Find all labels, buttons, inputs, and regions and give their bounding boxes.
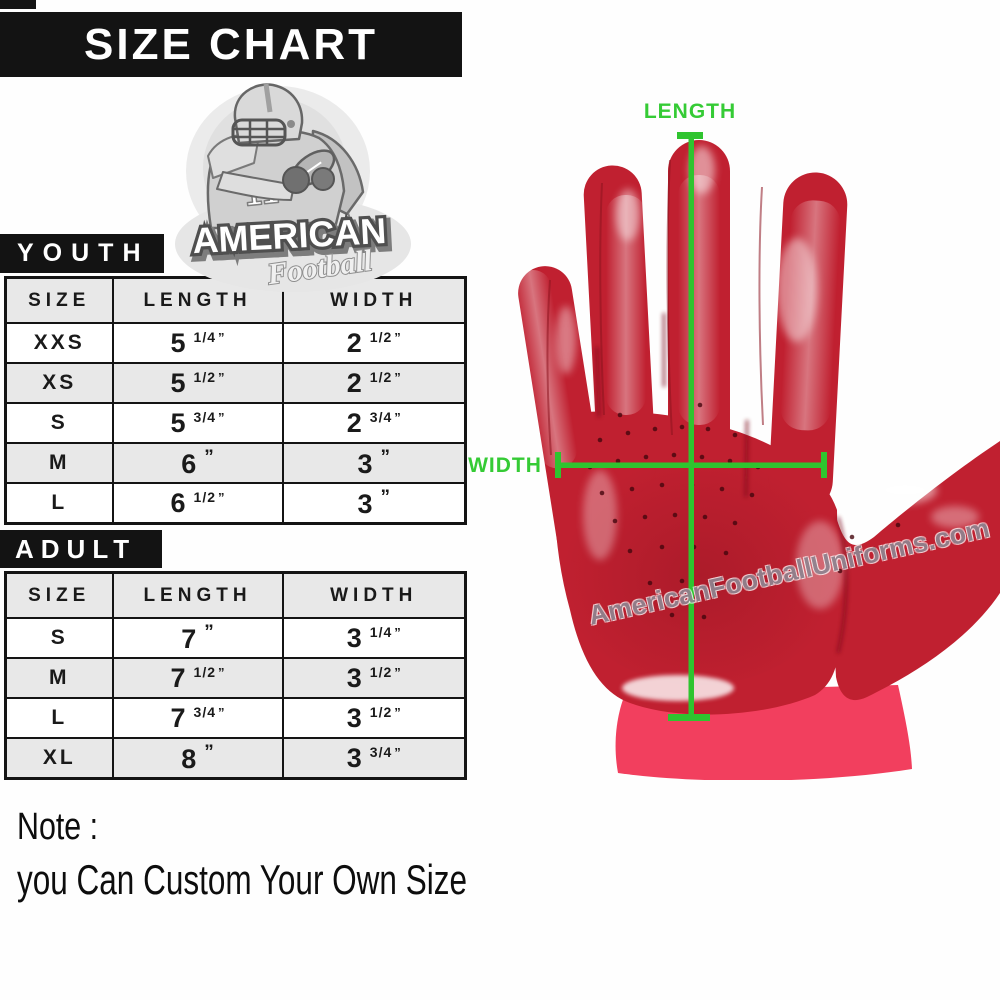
length-cell: 6 1/2”	[111, 482, 284, 525]
inch-mark: ”	[218, 369, 225, 385]
football-player-mascot: 11	[206, 83, 365, 230]
inch-mark: ”	[394, 369, 401, 385]
width-line	[557, 462, 827, 468]
inch-mark: ”	[218, 409, 225, 425]
inch-mark: ”	[394, 704, 401, 720]
logo-wordmark: AMERICAN AMERICAN Football	[188, 207, 395, 293]
inch-mark: ”	[218, 664, 225, 680]
length-cell: 5 3/4”	[111, 402, 284, 444]
inch-mark: ”	[394, 664, 401, 680]
glove-thumb	[831, 441, 1000, 701]
width-cell: 3 1/2”	[281, 657, 467, 699]
col-header-size: SIZE	[4, 571, 114, 619]
svg-text:Football: Football	[264, 244, 374, 292]
width-line-right-cap	[821, 452, 827, 478]
inch-mark: ”	[394, 624, 401, 640]
page-title: SIZE CHART	[84, 19, 378, 69]
length-cell: 6”	[111, 442, 284, 484]
helmet-icon	[231, 83, 304, 147]
size-cell: XL	[4, 737, 114, 780]
inch-mark: ”	[380, 446, 391, 468]
col-header-width: WIDTH	[281, 571, 467, 619]
inch-mark: ”	[394, 329, 401, 345]
table-row: XXS 5 1/4” 2 1/2”	[4, 322, 467, 364]
width-cell: 3”	[281, 442, 467, 484]
inch-mark: ”	[218, 704, 225, 720]
inch-mark: ”	[204, 621, 214, 643]
width-cell: 2 3/4”	[281, 402, 467, 444]
size-cell: M	[4, 657, 114, 699]
length-cell: 7 1/2”	[111, 657, 284, 699]
length-label: LENGTH	[644, 100, 736, 123]
length-cell: 8”	[111, 737, 284, 780]
inch-mark: ”	[204, 446, 214, 468]
table-row: XS 5 1/2” 2 1/2”	[4, 362, 467, 404]
width-line-left-cap	[555, 452, 561, 478]
size-cell: L	[4, 697, 114, 739]
table-row: S 5 3/4” 2 3/4”	[4, 402, 467, 444]
size-cell: XS	[4, 362, 114, 404]
size-cell: M	[4, 442, 114, 484]
table-row: XL 8” 3 3/4”	[4, 737, 467, 780]
perforation-dots	[587, 402, 901, 620]
inch-mark: ”	[394, 409, 401, 425]
adult-section-label: ADULT	[0, 530, 162, 568]
size-cell: L	[4, 482, 114, 525]
size-cell: XXS	[4, 322, 114, 364]
width-cell: 3 1/2”	[281, 697, 467, 739]
width-label: WIDTH	[468, 454, 542, 477]
table-row: L 7 3/4” 3 1/2”	[4, 697, 467, 739]
length-line-bottom-cap	[668, 714, 710, 721]
size-cell: S	[4, 402, 114, 444]
measurement-overlay: LENGTH WIDTH	[468, 100, 827, 721]
inch-mark: ”	[218, 489, 225, 505]
american-football-logo: 11 AMERICAN AMERICAN Football	[175, 83, 411, 293]
length-cell: 5 1/4”	[111, 322, 284, 364]
col-header-size: SIZE	[4, 276, 114, 324]
table-row: M 7 1/2” 3 1/2”	[4, 657, 467, 699]
youth-header-row: SIZE LENGTH WIDTH	[4, 276, 467, 324]
length-line-top-cap	[677, 132, 703, 139]
youth-label-text: YOUTH	[17, 239, 150, 267]
corner-crop-mark	[0, 0, 36, 9]
length-line	[688, 136, 694, 720]
size-cell: S	[4, 617, 114, 659]
inch-mark: ”	[380, 486, 391, 508]
adult-label-text: ADULT	[15, 533, 137, 564]
width-cell: 3”	[281, 482, 467, 525]
note-body: you Can Custom Your Own Size	[17, 856, 467, 903]
title-banner: SIZE CHART	[0, 12, 462, 77]
width-cell: 3 3/4”	[281, 737, 467, 780]
youth-size-table: SIZE LENGTH WIDTH XXS 5 1/4” 2 1/2” XS 5 1/…	[4, 276, 467, 525]
glove-shading	[513, 146, 979, 701]
glove-measurement-illustration: LENGTH WIDTH	[468, 100, 1000, 780]
table-row: L 6 1/2” 3”	[4, 482, 467, 525]
inch-mark: ”	[204, 741, 214, 763]
table-row: M 6” 3”	[4, 442, 467, 484]
length-cell: 5 1/2”	[111, 362, 284, 404]
width-cell: 2 1/2”	[281, 322, 467, 364]
note-heading: Note :	[17, 806, 99, 848]
width-cell: 3 1/4”	[281, 617, 467, 659]
svg-text:AMERICAN: AMERICAN	[191, 210, 387, 261]
length-cell: 7 3/4”	[111, 697, 284, 739]
inch-mark: ”	[218, 329, 225, 345]
youth-section-label: YOUTH	[0, 234, 164, 273]
length-cell: 7”	[111, 617, 284, 659]
table-row: S 7” 3 1/4”	[4, 617, 467, 659]
col-header-length: LENGTH	[111, 571, 284, 619]
adult-size-table: SIZE LENGTH WIDTH S 7” 3 1/4” M 7 1/2” 3 1/…	[4, 571, 467, 780]
adult-header-row: SIZE LENGTH WIDTH	[4, 571, 467, 619]
width-cell: 2 1/2”	[281, 362, 467, 404]
inch-mark: ”	[394, 744, 401, 760]
